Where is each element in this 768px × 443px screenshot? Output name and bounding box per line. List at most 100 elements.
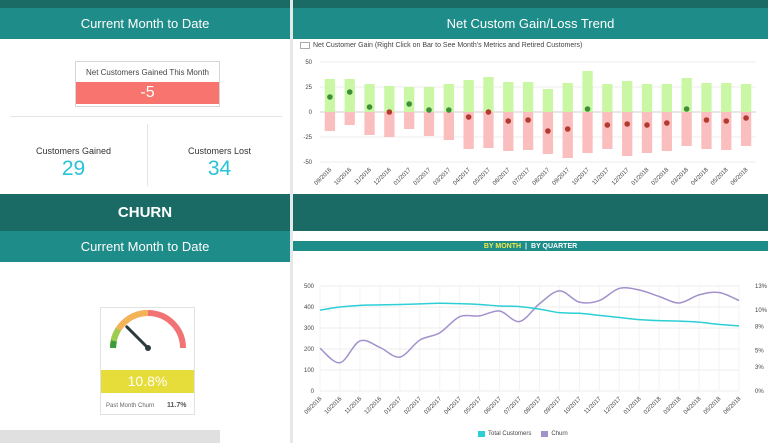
gain-bar[interactable] <box>443 84 454 112</box>
gain-bar[interactable] <box>423 87 435 112</box>
net-dot[interactable] <box>366 104 373 110</box>
by-quarter-tab[interactable]: BY QUARTER <box>531 242 578 250</box>
horizontal-scrollbar[interactable] <box>0 430 220 443</box>
churn-chart-header-bar <box>293 194 768 231</box>
net-dot[interactable] <box>664 120 670 126</box>
net-dot[interactable] <box>604 122 611 128</box>
loss-bar[interactable] <box>721 112 732 150</box>
churn-x-tick: 03/2018 <box>663 396 683 416</box>
loss-bar[interactable] <box>404 112 415 129</box>
gain-bar[interactable] <box>641 84 653 112</box>
churn-y2-tick: 0% <box>755 389 764 395</box>
net-dot[interactable] <box>743 115 749 121</box>
gain-bar[interactable] <box>542 89 554 112</box>
gain-bar[interactable] <box>384 86 395 112</box>
churn-x-tick: 03/2017 <box>424 396 444 416</box>
net-dot[interactable] <box>564 126 571 132</box>
divider <box>10 116 282 117</box>
gauge-dial <box>110 310 186 351</box>
trend-y-tick: 0 <box>309 110 313 116</box>
net-dot[interactable] <box>624 121 630 127</box>
net-dot[interactable] <box>346 89 353 95</box>
legend-churn[interactable]: Churn <box>551 431 568 437</box>
loss-bar[interactable] <box>701 112 712 149</box>
gain-bar[interactable] <box>721 83 732 112</box>
loss-bar[interactable] <box>483 112 494 148</box>
net-dot[interactable] <box>465 114 472 120</box>
loss-bar[interactable] <box>582 112 593 153</box>
gain-bar[interactable] <box>582 71 593 112</box>
by-month-tab[interactable]: BY MONTH <box>483 242 522 250</box>
loss-bar[interactable] <box>324 112 336 131</box>
trend-y-tick: -25 <box>303 135 312 141</box>
loss-bar[interactable] <box>622 112 633 156</box>
churn-line[interactable] <box>319 286 740 364</box>
net-dot[interactable] <box>386 109 393 115</box>
loss-bar[interactable] <box>384 112 395 137</box>
net-dot[interactable] <box>723 118 730 124</box>
churn-y-tick: 200 <box>304 347 315 353</box>
loss-bar[interactable] <box>423 112 435 136</box>
net-dot[interactable] <box>545 128 551 134</box>
gain-bar[interactable] <box>503 82 514 112</box>
loss-bar[interactable] <box>364 112 375 135</box>
total-customers-line[interactable] <box>319 302 740 327</box>
net-gain-label: Net Customers Gained This Month <box>85 68 209 77</box>
churn-gauge-card[interactable]: 10.8% Past Month Churn 11.7% <box>100 307 195 415</box>
net-dot[interactable] <box>703 117 710 123</box>
net-dot[interactable] <box>644 122 650 128</box>
trend-x-tick: 12/2016 <box>373 167 393 187</box>
gain-bar[interactable] <box>522 82 534 112</box>
gain-bar[interactable] <box>463 80 474 112</box>
net-dot[interactable] <box>406 101 412 107</box>
loss-bar[interactable] <box>641 112 653 153</box>
gain-bar[interactable] <box>364 84 375 112</box>
loss-bar[interactable] <box>562 112 573 158</box>
gain-bar[interactable] <box>404 87 415 112</box>
churn-x-tick: 10/2017 <box>563 396 583 416</box>
gain-bar[interactable] <box>483 77 494 112</box>
churn-x-tick: 01/2017 <box>384 396 404 416</box>
loss-bar[interactable] <box>344 112 355 125</box>
legend-swatch-total <box>478 431 485 437</box>
loss-bar[interactable] <box>602 112 613 149</box>
gain-bar[interactable] <box>602 84 613 112</box>
loss-bar[interactable] <box>443 112 454 140</box>
loss-bar[interactable] <box>522 112 534 150</box>
churn-x-tick: 02/2017 <box>404 396 424 416</box>
expand-icon[interactable] <box>300 42 310 49</box>
gain-bar[interactable] <box>344 79 355 112</box>
customers-lost-stat: Customers Lost 34 <box>147 146 292 181</box>
loss-bar[interactable] <box>503 112 514 151</box>
gain-bar[interactable] <box>701 83 712 112</box>
net-dot[interactable] <box>505 118 512 124</box>
churn-x-tick: 11/2017 <box>583 396 603 416</box>
churn-x-tick: 11/2016 <box>344 396 364 416</box>
net-dot[interactable] <box>426 107 432 113</box>
gain-bar[interactable] <box>622 81 633 112</box>
past-month-value: 11.7% <box>167 402 187 409</box>
gain-bar[interactable] <box>661 84 672 112</box>
net-gain-card[interactable]: Net Customers Gained This Month -5 <box>75 61 220 107</box>
loss-bar[interactable] <box>661 112 672 151</box>
net-dot[interactable] <box>485 109 492 115</box>
loss-bar[interactable] <box>463 112 474 149</box>
net-dot[interactable] <box>446 107 452 113</box>
net-dot[interactable] <box>683 106 690 112</box>
churn-x-tick: 12/2017 <box>603 396 623 416</box>
trend-x-tick: 03/2018 <box>670 167 690 187</box>
net-dot[interactable] <box>584 106 591 112</box>
stat-divider <box>147 124 148 186</box>
gain-bar[interactable] <box>681 78 692 112</box>
gain-bar[interactable] <box>740 84 752 112</box>
loss-bar[interactable] <box>740 112 752 146</box>
net-dot[interactable] <box>525 117 531 123</box>
loss-bar[interactable] <box>681 112 692 146</box>
trend-x-tick: 06/2018 <box>730 167 750 187</box>
legend-total-customers[interactable]: Total Customers <box>488 431 532 437</box>
churn-y2-tick: 3% <box>755 365 764 371</box>
gain-bar[interactable] <box>562 83 573 112</box>
trend-x-tick: 10/2016 <box>334 167 354 187</box>
net-dot[interactable] <box>327 94 333 100</box>
gauge-value: 10.8% <box>101 370 194 393</box>
